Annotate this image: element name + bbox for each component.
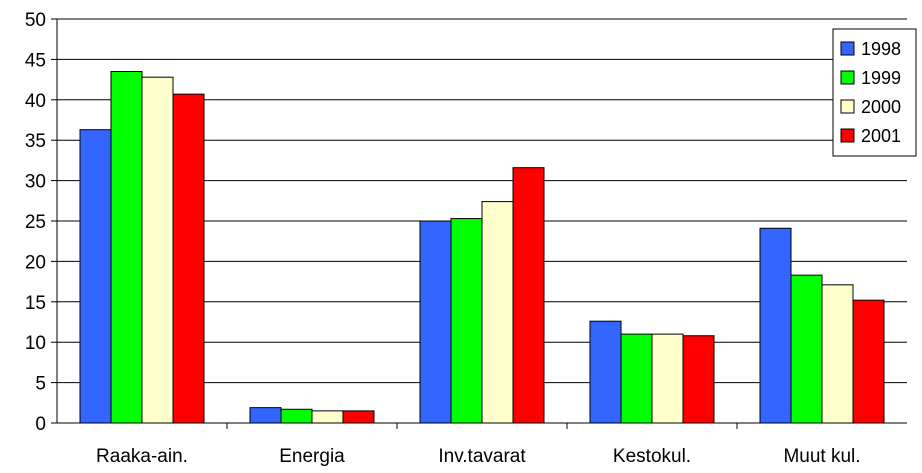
y-tick-label: 25 — [25, 212, 46, 233]
bar — [852, 299, 885, 424]
legend-swatch — [840, 99, 855, 114]
bar — [821, 284, 854, 424]
legend-swatch — [840, 70, 855, 85]
y-tick-label: 10 — [25, 333, 46, 354]
bar — [512, 167, 545, 424]
y-tick-label: 5 — [35, 374, 46, 395]
bar — [450, 218, 483, 424]
legend: 1998 1999 2000 2001 — [832, 28, 917, 157]
legend-swatch — [840, 128, 855, 143]
bar — [759, 227, 792, 424]
bar — [589, 320, 622, 424]
bar — [651, 333, 684, 424]
bar — [342, 410, 375, 424]
bar — [141, 76, 174, 424]
y-tick-label: 0 — [35, 414, 46, 435]
y-tick-label: 30 — [25, 172, 46, 193]
bar — [280, 408, 313, 424]
bar — [682, 335, 715, 424]
x-tick-label: Raaka-ain. — [96, 446, 188, 467]
y-tick-label: 35 — [25, 131, 46, 152]
y-tick-labels: 0 5 10 15 20 25 30 35 40 45 50 — [25, 10, 46, 435]
x-tick-label: Muut kul. — [783, 446, 860, 467]
legend-swatch — [840, 41, 855, 56]
bar — [311, 410, 344, 424]
legend-label: 1999 — [861, 68, 901, 88]
axes — [51, 18, 907, 429]
y-tick-label: 40 — [25, 91, 46, 112]
x-tick-label: Kestokul. — [613, 446, 691, 467]
x-tick-label: Inv.tavarat — [438, 446, 526, 467]
x-tick-label: Energia — [279, 446, 345, 467]
bar — [790, 274, 823, 424]
bar — [110, 71, 143, 424]
bar — [481, 201, 514, 424]
bars — [79, 71, 885, 424]
legend-label: 2001 — [861, 126, 901, 146]
y-tick-label: 15 — [25, 293, 46, 314]
legend-label: 2000 — [861, 97, 901, 117]
y-tick-label: 50 — [25, 10, 46, 31]
bar — [249, 407, 282, 424]
bar — [79, 129, 112, 424]
bar — [419, 220, 452, 424]
legend-label: 1998 — [861, 39, 901, 59]
y-tick-label: 45 — [25, 50, 46, 71]
x-tick-labels: Raaka-ain. Energia Inv.tavarat Kestokul. Muu… — [96, 446, 860, 467]
bar — [172, 93, 205, 424]
y-tick-label: 20 — [25, 252, 46, 273]
bar — [620, 333, 653, 424]
